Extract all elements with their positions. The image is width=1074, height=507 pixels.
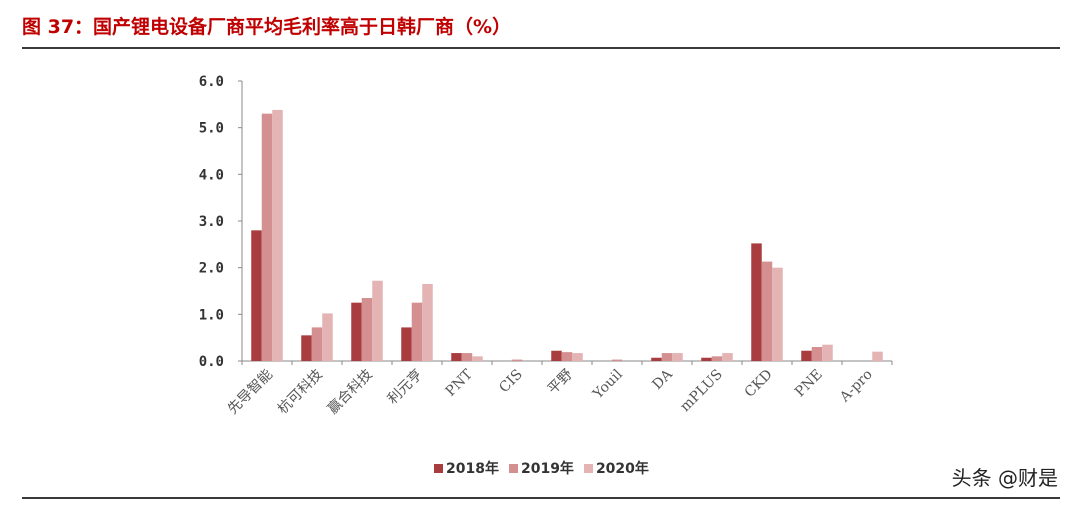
x-tick-labels: 先导智能 杭可科技 赢合科技 利元亨 PNT CIS 平野 Youil DA mPLUS CKD PN… bbox=[225, 366, 876, 418]
bar-2018年-mPLUS bbox=[701, 357, 712, 361]
x-tick-label: 先导智能 bbox=[225, 367, 276, 418]
bar-2020年-A-pro bbox=[872, 351, 883, 361]
bar-2019年-先导智能 bbox=[261, 113, 273, 362]
chart-bars bbox=[251, 109, 883, 362]
x-tick-label: Youil bbox=[589, 366, 626, 403]
bar-2019年-赢合科技 bbox=[361, 298, 373, 361]
bar-2020年-利元亨 bbox=[422, 284, 433, 361]
bar-2020年-平野 bbox=[572, 353, 583, 361]
bar-2019年-平野 bbox=[561, 352, 573, 361]
figure-title: 图 37：国产锂电设备厂商平均毛利率高于日韩厂商（%） bbox=[22, 16, 512, 38]
bar-2019年-PNE bbox=[811, 347, 823, 361]
x-tick-label: mPLUS bbox=[677, 367, 726, 416]
legend-item-2018: 2018年 bbox=[434, 458, 499, 478]
y-tick-label: 0.0 bbox=[199, 354, 224, 370]
top-rule bbox=[22, 47, 1060, 49]
bar-2018年-利元亨 bbox=[401, 327, 412, 361]
bar-2019年-mPLUS bbox=[711, 356, 723, 361]
x-tick-label: 赢合科技 bbox=[324, 366, 376, 418]
y-tick-label: 5.0 bbox=[199, 121, 224, 137]
bar-2020年-PNT bbox=[472, 356, 483, 361]
bar-2019年-利元亨 bbox=[411, 302, 423, 361]
x-tick-label: 杭可科技 bbox=[275, 367, 326, 418]
watermark: 头条 @财是 bbox=[951, 466, 1058, 490]
legend: 2018年 2019年 2020年 bbox=[434, 458, 649, 478]
legend-swatch-2019 bbox=[508, 463, 518, 473]
legend-label-2019: 2019年 bbox=[520, 461, 574, 477]
chart-axes bbox=[238, 80, 893, 365]
bar-2018年-PNT bbox=[451, 353, 462, 361]
legend-swatch-2020 bbox=[583, 463, 593, 473]
x-tick-label: PNE bbox=[792, 367, 826, 401]
bar-2020年-杭可科技 bbox=[322, 313, 333, 361]
bar-2020年-mPLUS bbox=[722, 353, 733, 361]
bar-2018年-CKD bbox=[751, 243, 762, 361]
bar-2018年-DA bbox=[651, 357, 662, 361]
bar-2019年-Youil bbox=[611, 359, 623, 361]
bar-2018年-杭可科技 bbox=[301, 335, 312, 361]
bar-2018年-平野 bbox=[551, 350, 562, 361]
bottom-rule bbox=[22, 497, 1060, 499]
legend-item-2020: 2020年 bbox=[583, 458, 649, 478]
x-tick-label: DA bbox=[649, 366, 676, 393]
y-tick-label: 1.0 bbox=[199, 307, 224, 323]
bar-2020年-DA bbox=[672, 353, 683, 361]
y-tick-labels: 0.0 1.0 2.0 3.0 4.0 5.0 6.0 bbox=[199, 74, 224, 370]
bar-2018年-赢合科技 bbox=[351, 302, 362, 361]
x-tick-label: PNT bbox=[443, 366, 477, 400]
legend-item-2019: 2019年 bbox=[508, 458, 574, 478]
x-tick-label: CIS bbox=[496, 367, 526, 397]
legend-swatch-2018 bbox=[434, 463, 443, 473]
y-tick-label: 4.0 bbox=[199, 167, 224, 183]
y-tick-label: 6.0 bbox=[199, 74, 224, 90]
bar-2020年-赢合科技 bbox=[372, 280, 383, 361]
bar-2019年-DA bbox=[661, 353, 673, 361]
x-tick-label: 平野 bbox=[545, 367, 576, 398]
x-tick-label: A-pro bbox=[836, 367, 876, 407]
legend-label-2018: 2018年 bbox=[446, 461, 499, 477]
bar-2019年-CIS bbox=[511, 359, 523, 361]
bar-2019年-杭可科技 bbox=[311, 327, 323, 361]
y-tick-label: 2.0 bbox=[199, 261, 224, 277]
bar-2019年-PNT bbox=[461, 353, 473, 361]
bar-2018年-PNE bbox=[801, 350, 812, 361]
bar-2018年-先导智能 bbox=[251, 230, 262, 361]
bar-2019年-CKD bbox=[761, 261, 773, 361]
y-tick-label: 3.0 bbox=[199, 214, 224, 230]
bar-2020年-PNE bbox=[822, 344, 833, 361]
bar-2020年-先导智能 bbox=[272, 109, 283, 361]
legend-label-2020: 2020年 bbox=[595, 461, 649, 477]
x-tick-label: CKD bbox=[742, 367, 776, 401]
bar-2020年-CKD bbox=[772, 267, 783, 361]
x-tick-label: 利元亨 bbox=[384, 366, 426, 408]
